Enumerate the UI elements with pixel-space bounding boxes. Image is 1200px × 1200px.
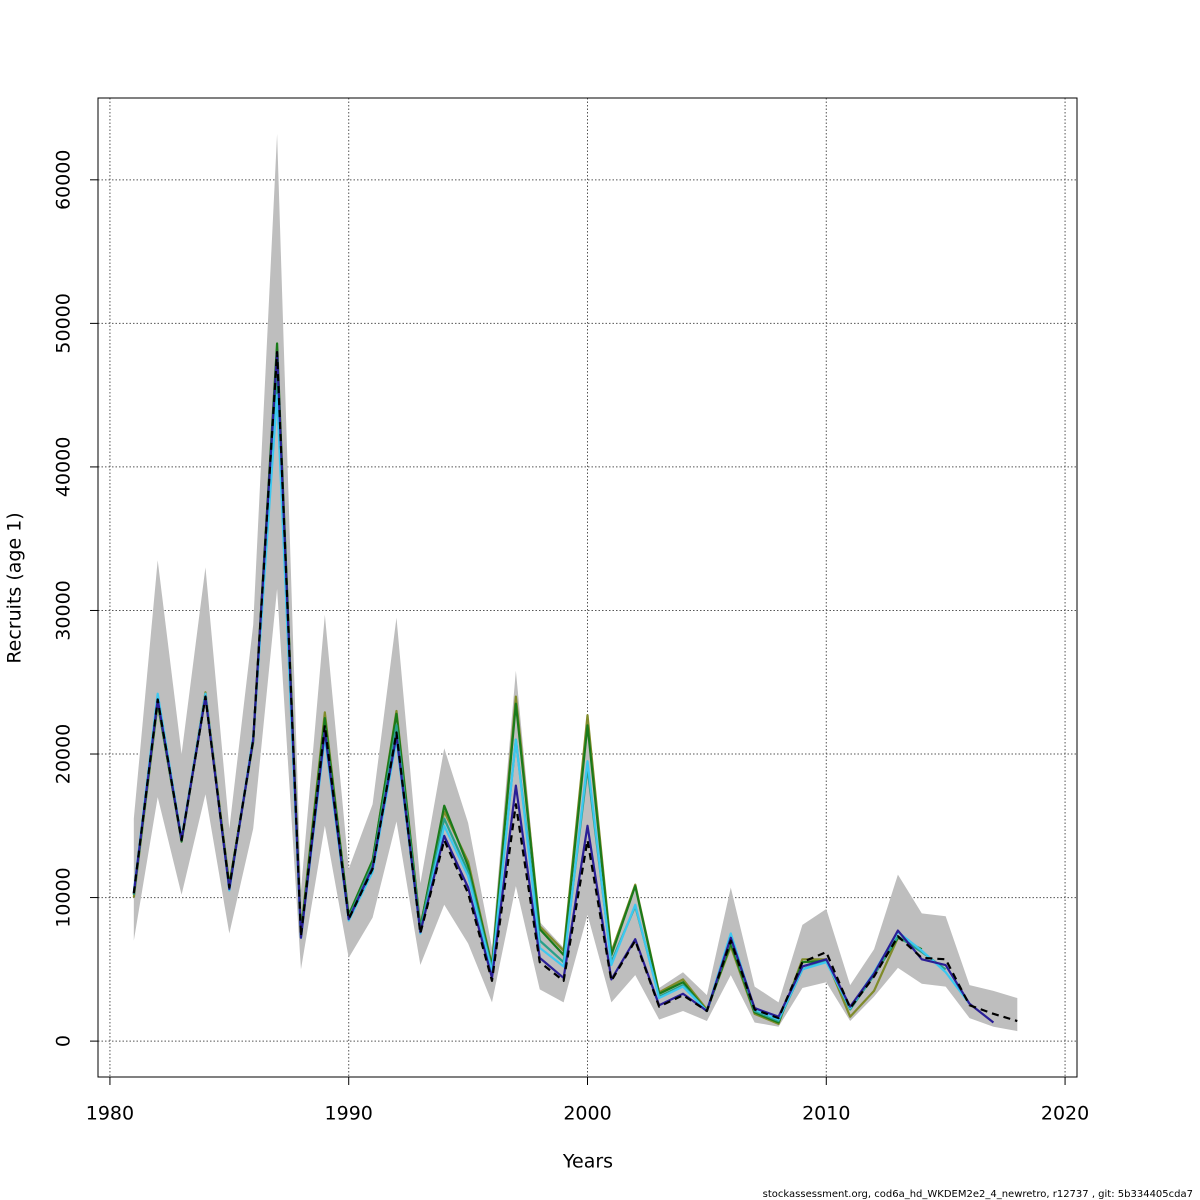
series-line — [132, 350, 1018, 1023]
x-tick-label: 1990 — [325, 1103, 373, 1125]
y-tick-label: 10000 — [53, 867, 75, 927]
x-tick-label: 1980 — [86, 1103, 134, 1125]
y-tick-label: 20000 — [53, 724, 75, 784]
y-tick-label: 0 — [53, 1035, 75, 1047]
y-tick-label: 30000 — [53, 580, 75, 640]
confidence-band — [133, 133, 1018, 1032]
series-line — [132, 394, 971, 1021]
y-tick-label: 60000 — [53, 150, 75, 210]
x-axis-label: Years — [562, 1151, 613, 1173]
footer: stockassessment.org, cod6a_hd_WKDEM2e2_4… — [763, 1189, 1193, 1200]
y-axis-label: Recruits (age 1) — [4, 512, 26, 663]
x-tick-label: 2020 — [1041, 1103, 1089, 1125]
y-tick-label: 50000 — [53, 293, 75, 353]
y-tick-label: 40000 — [53, 437, 75, 497]
plot-frame — [97, 97, 1078, 1078]
x-tick-label: 2000 — [563, 1103, 611, 1125]
x-tick-label: 2010 — [802, 1103, 850, 1125]
